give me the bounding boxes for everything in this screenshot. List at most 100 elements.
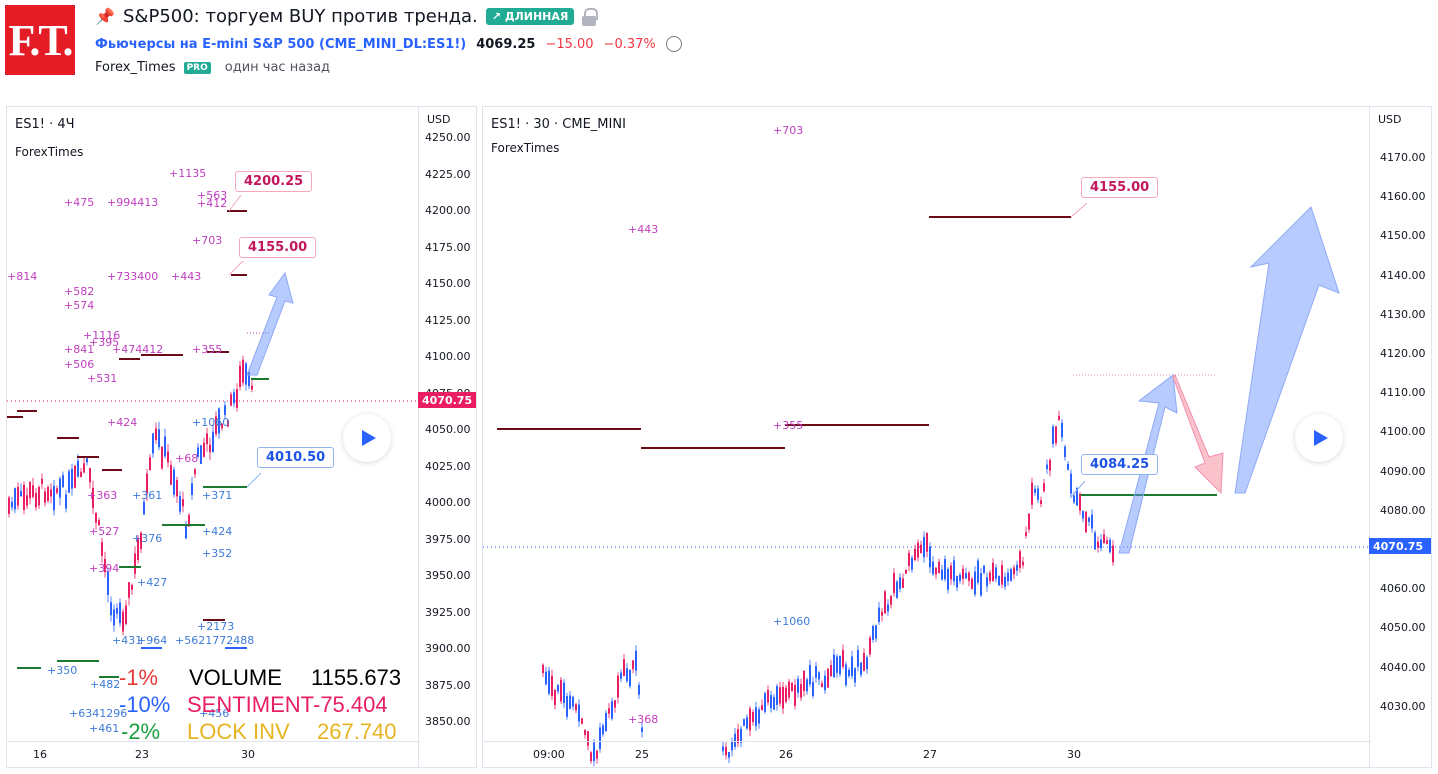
candle (884, 591, 886, 614)
candle (68, 471, 70, 493)
candle (581, 718, 583, 724)
candle (605, 712, 607, 732)
price-tick: 3975.00 (425, 532, 471, 546)
candle (1112, 545, 1114, 563)
callout-right-4084: 4084.25 (1081, 454, 1159, 475)
volume-label: +703 (773, 124, 804, 137)
volume-label: +424 (107, 416, 138, 429)
author-logo[interactable]: F.T. (5, 5, 75, 75)
candle (1094, 532, 1096, 550)
volume-label: +376 (132, 532, 163, 545)
candle (1013, 567, 1015, 575)
candle (209, 444, 211, 453)
candle (830, 665, 832, 677)
price-tick: 4140.00 (1380, 268, 1426, 282)
volume-label: +964 (137, 634, 168, 647)
play-button-left[interactable] (343, 414, 391, 462)
candle (125, 605, 127, 625)
right-chart-canvas[interactable] (483, 107, 1432, 768)
callout-4155: 4155.00 (239, 237, 317, 258)
candle (1019, 551, 1021, 568)
candle (608, 708, 610, 714)
author-name[interactable]: Forex_Times (95, 60, 176, 75)
candle (1028, 513, 1030, 530)
volume-label: +424 (202, 525, 233, 538)
candle (998, 575, 1000, 586)
price-change: −15.00 (545, 36, 594, 52)
candle (731, 741, 733, 751)
candle (167, 451, 169, 463)
volume-label: +733400 (107, 270, 159, 283)
candle (611, 701, 613, 719)
price-tick: 4200.00 (425, 204, 471, 217)
price-tick: 3950.00 (425, 569, 471, 582)
candle (854, 668, 856, 683)
candle (770, 695, 772, 709)
candle (152, 433, 154, 454)
play-button-right[interactable] (1295, 414, 1343, 462)
candle (929, 546, 931, 568)
candle (569, 695, 571, 709)
candle (752, 712, 754, 722)
volume-label: +443 (171, 270, 202, 283)
candle (119, 602, 121, 624)
candle (32, 485, 34, 497)
candle (758, 709, 760, 724)
alarm-icon[interactable] (665, 36, 682, 52)
left-chart-pane[interactable]: ES1! · 4Ч ForexTimes 4200.25 4155.00 401… (6, 106, 477, 768)
candle (1100, 539, 1102, 549)
callout-pointer (246, 472, 262, 488)
right-time-axis[interactable]: 09:00 25 26 27 30 (483, 741, 1371, 767)
candle (140, 532, 142, 550)
candle (1049, 459, 1051, 471)
price-tick: 4130.00 (1380, 307, 1426, 321)
candle (902, 578, 904, 588)
left-price-axis[interactable]: USD 4250.00 4225.00 4200.00 4175.00 4150.00 4… (418, 107, 476, 767)
candle (164, 436, 166, 457)
right-price-axis[interactable]: USD 4170.00 4160.00 4150.00 4140.00 4130.00 4… (1369, 107, 1431, 767)
candle (857, 649, 859, 667)
candle (623, 659, 625, 677)
candle (224, 405, 226, 415)
volume-label: +412 (197, 197, 228, 210)
candle (860, 662, 862, 675)
stat-sentiment-label: SENTIMENT (187, 692, 315, 717)
candle (809, 665, 811, 685)
candle (842, 649, 844, 667)
candle (815, 666, 817, 678)
candle (920, 544, 922, 553)
left-time-axis[interactable]: 16 23 30 (7, 741, 420, 767)
candle (941, 569, 943, 580)
candle (200, 445, 202, 464)
candle (116, 607, 118, 614)
candle (146, 473, 148, 494)
candle (887, 604, 889, 612)
right-chart-pane[interactable]: ES1! · 30 · CME_MINI ForexTimes 4155.00 … (482, 106, 1432, 768)
left-chart-canvas[interactable] (7, 107, 477, 768)
price-tick: 4090.00 (1380, 464, 1426, 478)
candle (11, 501, 13, 508)
volume-label: +474412 (112, 343, 164, 356)
candle (881, 611, 883, 616)
candle (953, 560, 955, 582)
candle (1055, 426, 1057, 444)
volume-label: +582 (64, 285, 95, 298)
callout-pointer (1070, 480, 1086, 498)
price-tick: 4250.00 (425, 131, 471, 144)
volume-label: +2173 (197, 620, 235, 633)
candle (968, 572, 970, 581)
candle (215, 416, 217, 434)
candle (797, 678, 799, 693)
pro-badge: PRO (183, 61, 211, 74)
volume-label: +371 (202, 489, 233, 502)
left-chart-symbol: ES1! · 4Ч (15, 117, 75, 132)
candle (23, 484, 25, 510)
candle (548, 670, 550, 694)
candle (824, 675, 826, 691)
symbol-link[interactable]: Фьючерсы на E-mini S&P 500 (CME_MINI_DL:… (95, 36, 467, 52)
candle (1061, 422, 1063, 438)
candle (959, 574, 961, 581)
time-tick: 30 (241, 748, 255, 761)
candle (800, 684, 802, 698)
candle (587, 731, 589, 746)
